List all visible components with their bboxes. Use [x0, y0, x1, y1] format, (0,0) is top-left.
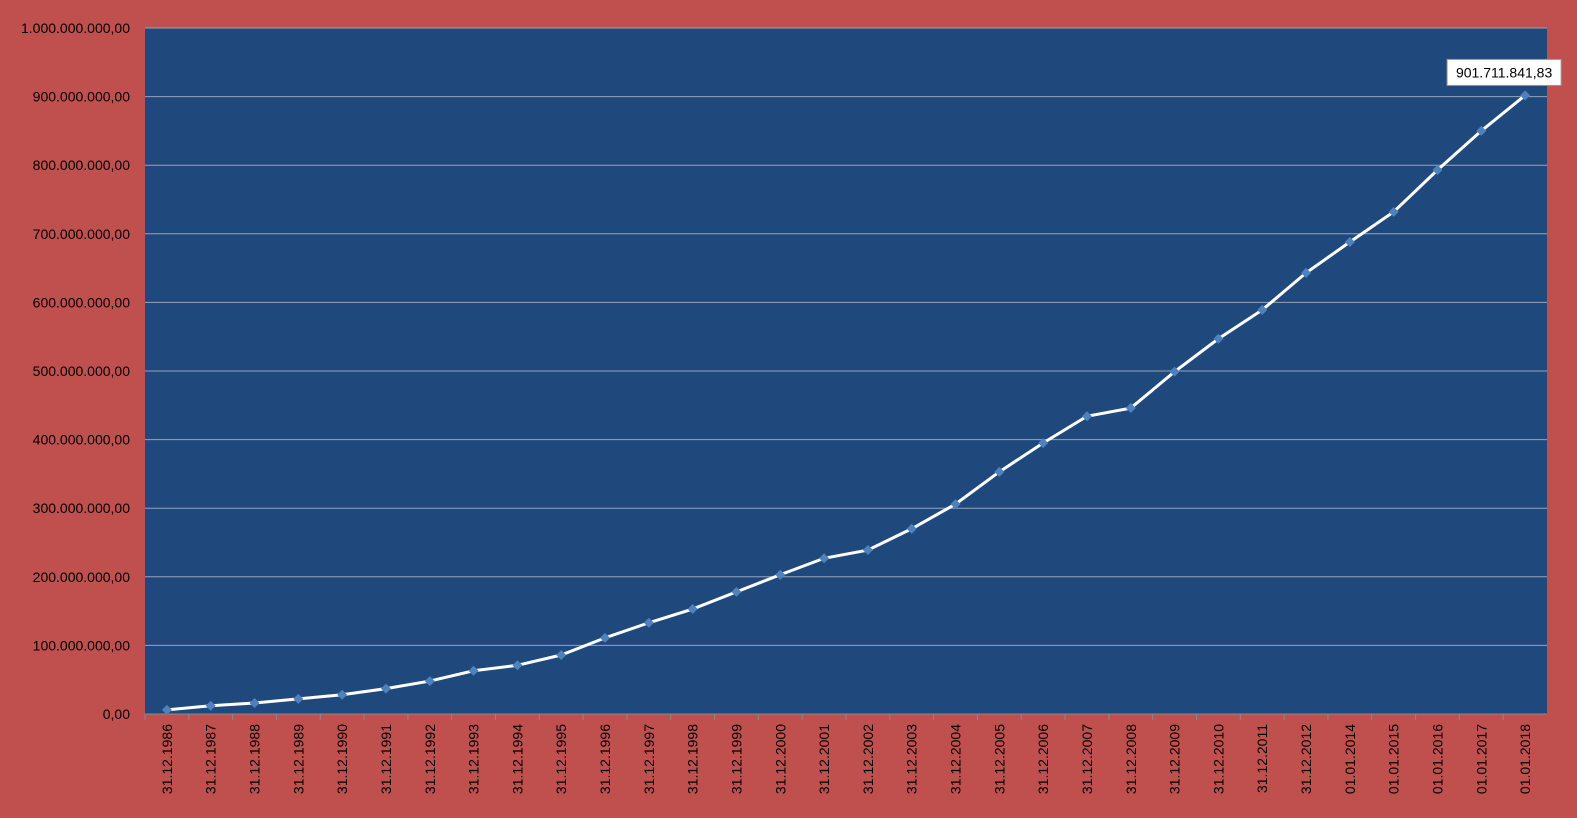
- x-tick-label: 01.01.2016: [1429, 724, 1445, 794]
- y-tick-label: 600.000.000,00: [33, 294, 131, 310]
- x-tick-label: 31.12.2005: [991, 724, 1007, 794]
- marker: [1125, 403, 1136, 414]
- marker: [862, 545, 873, 556]
- marker: [906, 523, 917, 534]
- marker: [380, 683, 391, 694]
- marker: [1432, 165, 1443, 176]
- y-tick-label: 1.000.000.000,00: [21, 20, 130, 36]
- x-tick-label: 31.12.1989: [290, 724, 306, 794]
- marker: [249, 698, 260, 709]
- marker: [161, 704, 172, 715]
- x-tick-label: 31.12.2007: [1079, 724, 1095, 794]
- x-tick-label: 31.12.1987: [203, 724, 219, 794]
- marker: [424, 676, 435, 687]
- marker: [1169, 366, 1180, 377]
- x-tick-label: 31.12.2008: [1123, 724, 1139, 794]
- x-tick-label: 01.01.2017: [1473, 724, 1489, 794]
- y-tick-label: 0,00: [103, 706, 130, 722]
- marker: [1213, 333, 1224, 344]
- y-tick-label: 100.000.000,00: [33, 637, 131, 653]
- marker: [1038, 438, 1049, 449]
- marker: [600, 632, 611, 643]
- x-tick-label: 31.12.1990: [334, 724, 350, 794]
- x-tick-label: 31.12.1986: [159, 724, 175, 794]
- x-tick-label: 31.12.1998: [685, 724, 701, 794]
- x-tick-label: 31.12.2011: [1254, 724, 1270, 793]
- marker: [1257, 304, 1268, 315]
- x-tick-label: 31.12.1991: [378, 724, 394, 794]
- marker: [1344, 237, 1355, 248]
- x-tick-label: 31.12.1999: [728, 724, 744, 794]
- y-tick-label: 700.000.000,00: [33, 226, 131, 242]
- marker: [556, 650, 567, 661]
- x-tick-label: 31.12.2009: [1167, 724, 1183, 794]
- marker: [1388, 206, 1399, 217]
- marker: [1081, 411, 1092, 422]
- y-tick-label: 400.000.000,00: [33, 432, 131, 448]
- marker: [512, 660, 523, 671]
- x-tick-label: 31.12.1996: [597, 724, 613, 794]
- x-tick-label: 31.12.1988: [247, 724, 263, 794]
- x-tick-label: 31.12.2010: [1210, 724, 1226, 794]
- line: [166, 94, 1527, 712]
- marker: [1476, 125, 1487, 136]
- y-tick-label: 900.000.000,00: [33, 89, 131, 105]
- x-tick-label: 31.12.1997: [641, 724, 657, 794]
- x-tick-label: 31.12.2000: [772, 724, 788, 794]
- marker: [950, 499, 961, 510]
- marker: [731, 586, 742, 597]
- x-tick-label: 01.01.2014: [1342, 724, 1358, 794]
- x-tick-label: 31.12.2006: [1035, 724, 1051, 794]
- x-tick-label: 31.12.1993: [466, 724, 482, 794]
- x-tick-label: 01.01.2018: [1517, 724, 1533, 794]
- data-label: 901.711.841,83: [1456, 64, 1552, 80]
- marker: [1520, 90, 1531, 101]
- x-tick-label: 31.12.1992: [422, 724, 438, 794]
- x-tick-label: 31.12.2002: [860, 724, 876, 794]
- marker: [337, 689, 348, 700]
- marker: [293, 693, 304, 704]
- x-tick-label: 31.12.2001: [816, 724, 832, 794]
- y-tick-label: 800.000.000,00: [33, 157, 131, 173]
- x-tick-label: 31.12.1995: [553, 724, 569, 794]
- x-tick-label: 31.12.2004: [948, 724, 964, 794]
- x-tick-label: 01.01.2015: [1386, 724, 1402, 794]
- x-tick-label: 31.12.2003: [904, 724, 920, 794]
- x-tick-label: 31.12.2012: [1298, 724, 1314, 794]
- data-label-box: [1446, 58, 1562, 86]
- marker: [775, 569, 786, 580]
- marker: [643, 617, 654, 628]
- y-tick-label: 300.000.000,00: [33, 500, 131, 516]
- marker: [205, 700, 216, 711]
- x-tick-label: 31.12.1994: [509, 724, 525, 794]
- marker: [994, 466, 1005, 477]
- marker: [468, 665, 479, 676]
- marker: [1301, 267, 1312, 278]
- marker: [687, 604, 698, 615]
- y-tick-label: 200.000.000,00: [33, 569, 131, 585]
- marker: [819, 553, 830, 564]
- y-tick-label: 500.000.000,00: [33, 363, 131, 379]
